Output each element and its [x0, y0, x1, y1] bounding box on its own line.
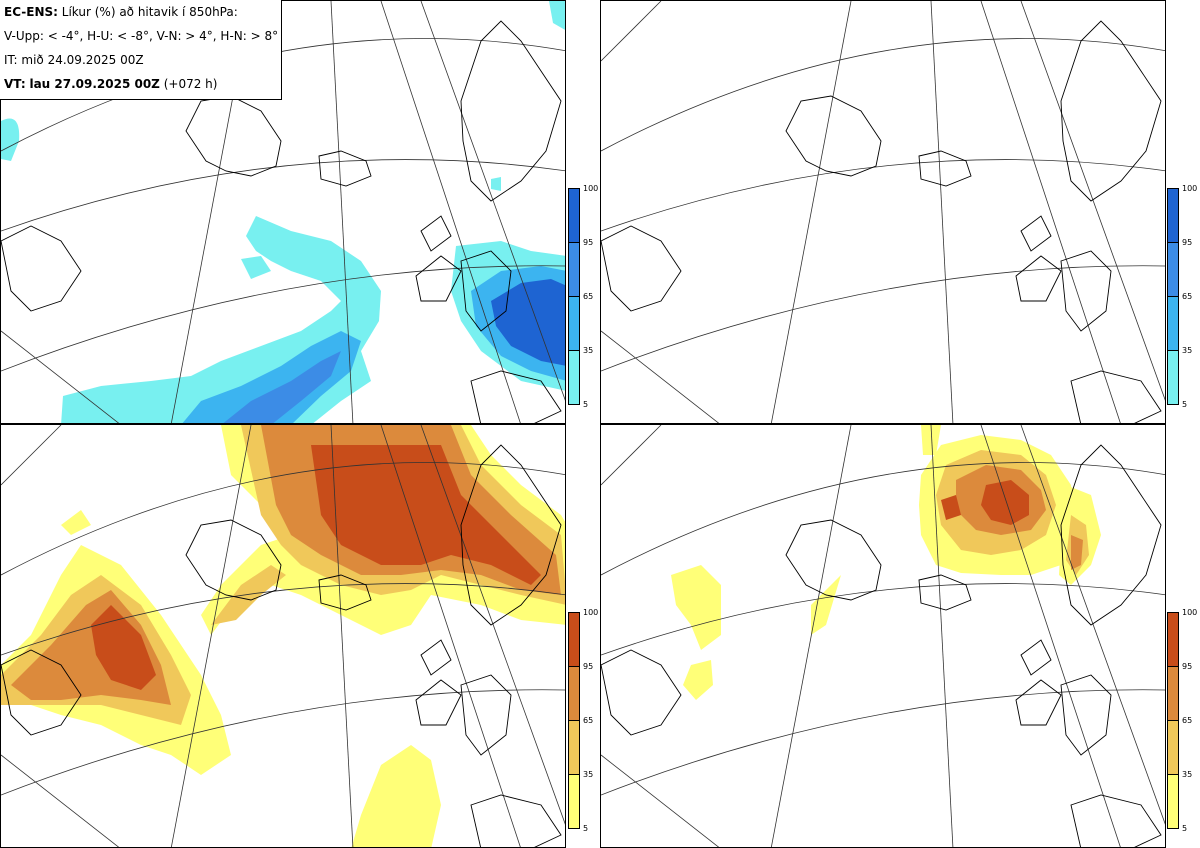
- model-label: EC-ENS:: [4, 5, 58, 19]
- colorbar-segment: [568, 242, 580, 297]
- colorbar-tick-label: 65: [1182, 292, 1193, 301]
- colorbar-tick-label: 35: [1182, 770, 1193, 779]
- colorbar-cold-top-right: 100 95 65 35 5: [1167, 184, 1200, 420]
- colorbar-tick-label: 95: [1182, 238, 1193, 247]
- colorbar-tick-label: 35: [583, 346, 594, 355]
- colorbar-segment: [1167, 666, 1179, 721]
- graticule-lines: [1, 425, 565, 847]
- map-panel-top-right: [600, 0, 1166, 424]
- header-title-line: EC-ENS: Líkur (%) að hitavik í 850hPa:: [4, 5, 281, 29]
- colorbar-tick-label: 35: [583, 770, 594, 779]
- colorbar-segment: [1167, 242, 1179, 297]
- colorbar-tick-label: 5: [1182, 824, 1188, 833]
- colorbar-tick-label: 5: [583, 824, 589, 833]
- colorbar-segment: [568, 720, 580, 775]
- colorbar-tick-label: 95: [583, 662, 594, 671]
- colorbar-tick-label: 5: [1182, 400, 1188, 409]
- header-info-box: EC-ENS: Líkur (%) að hitavik í 850hPa: V…: [0, 0, 282, 100]
- graticule-lines: [601, 1, 1165, 423]
- colorbar-warm-bottom-right: 100 95 65 35 5: [1167, 608, 1200, 844]
- valid-time-line: VT: lau 27.09.2025 00Z (+072 h): [4, 77, 281, 101]
- colorbar-segment: [1167, 720, 1179, 775]
- colorbar-warm-bottom-left: 100 95 65 35 5: [568, 608, 602, 844]
- colorbar-segment: [568, 774, 580, 829]
- map-panel-bottom-right: [600, 424, 1166, 848]
- colorbar-cold-top-left: 100 95 65 35 5: [568, 184, 602, 420]
- vt-offset: (+072 h): [163, 77, 218, 91]
- map-top-right-canvas: [601, 1, 1165, 423]
- warm-probability-area: [1, 425, 565, 847]
- colorbar-segment: [568, 296, 580, 351]
- colorbar-segment: [1167, 774, 1179, 829]
- colorbar-tick-label: 35: [1182, 346, 1193, 355]
- vt-prefix: VT:: [4, 77, 26, 91]
- map-bottom-left-canvas: [1, 425, 565, 847]
- colorbar-segment: [1167, 188, 1179, 243]
- colorbar-tick-label: 65: [583, 292, 594, 301]
- title-text: Líkur (%) að hitavik í 850hPa:: [61, 5, 238, 19]
- colorbar-segment: [1167, 350, 1179, 405]
- map-top-left-canvas: [1, 1, 565, 423]
- map-panel-bottom-left: [0, 424, 566, 848]
- coastlines: [601, 20, 1162, 423]
- colorbar-segment: [568, 612, 580, 667]
- colorbar-segment: [1167, 612, 1179, 667]
- coastlines: [1, 444, 562, 847]
- colorbar-tick-label: 5: [583, 400, 589, 409]
- colorbar-segment: [568, 188, 580, 243]
- map-panel-top-left: [0, 0, 566, 424]
- colorbar-tick-label: 100: [1182, 608, 1198, 617]
- cold-probability-area: [1, 1, 565, 423]
- colorbar-segment: [568, 350, 580, 405]
- colorbar-segment: [1167, 296, 1179, 351]
- colorbar-tick-label: 95: [1182, 662, 1193, 671]
- initial-time-text: IT: mið 24.09.2025 00Z: [4, 53, 144, 67]
- thresholds-text: V-Upp: < -4°, H-U: < -8°, V-N: > 4°, H-N…: [4, 29, 279, 43]
- warm-probability-area: [671, 425, 1101, 700]
- colorbar-tick-label: 100: [583, 608, 599, 617]
- colorbar-tick-label: 65: [583, 716, 594, 725]
- colorbar-tick-label: 95: [583, 238, 594, 247]
- graticule-lines: [601, 425, 1165, 847]
- colorbar-tick-label: 100: [583, 184, 599, 193]
- vt-date: lau 27.09.2025 00Z: [29, 77, 160, 91]
- map-bottom-right-canvas: [601, 425, 1165, 847]
- coastlines: [601, 444, 1162, 847]
- colorbar-tick-label: 65: [1182, 716, 1193, 725]
- colorbar-tick-label: 100: [1182, 184, 1198, 193]
- colorbar-segment: [568, 666, 580, 721]
